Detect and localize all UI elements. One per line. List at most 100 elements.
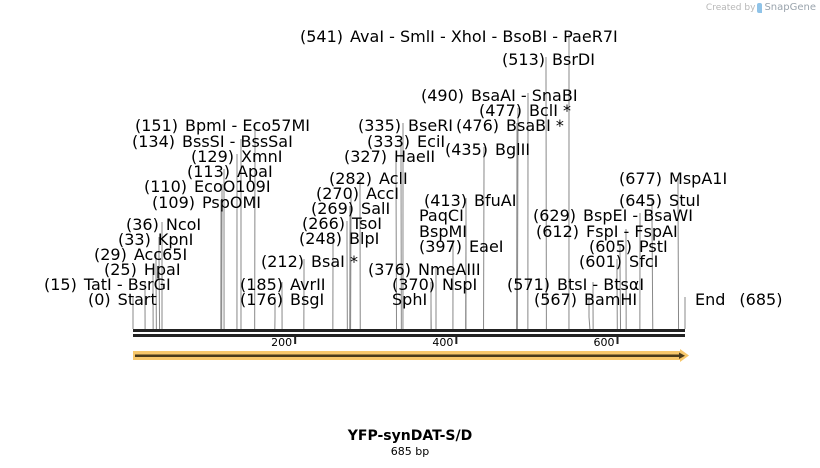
site-label[interactable]: (29) Acc65I [94,245,187,264]
site-label[interactable]: (134) BssSI - BssSaI [132,132,293,151]
site-label[interactable]: (36) NcoI [126,215,201,234]
svg-text:SphI: SphI [392,290,427,309]
site-label[interactable]: (33) KpnI [118,230,193,249]
tick-label: 400 [432,336,453,349]
site-label[interactable]: (25) HpaI [104,260,181,279]
feature-arrow[interactable] [133,349,689,362]
credit-prefix: Created by [705,2,756,13]
svg-text:(282)AclI: (282) AclI [329,169,408,188]
svg-text:(25)HpaI: (25) HpaI [104,260,181,279]
site-label[interactable]: (327) HaeII [344,147,435,166]
tick-label: 200 [271,336,292,349]
site-label[interactable]: (571) BtsI - BtsαI [507,275,644,294]
svg-text:(435)BglII: (435) BglII [445,140,530,159]
site-label[interactable]: SphI [392,290,427,309]
site-label[interactable]: (110) EcoO109I [144,177,271,196]
svg-text:(413)BfuAI: (413) BfuAI [424,191,516,210]
snapgene-credit: Created by SnapGene [706,2,816,13]
svg-text:(612)FspI - FspAI: (612) FspI - FspAI [536,222,678,241]
site-label[interactable]: (270) AccI [316,184,399,203]
site-label[interactable]: (113) ApaI [187,162,273,181]
site-label[interactable]: (413) BfuAI [424,191,516,210]
ruler-ticks: 200 400 600 [271,336,619,349]
site-label[interactable]: (476) BsaBI * [456,116,564,135]
svg-text:(109)PspOMI: (109) PspOMI [152,193,261,212]
svg-text:BspMI: BspMI [419,222,467,241]
svg-text:(15)TatI - BsrGI: (15) TatI - BsrGI [44,275,171,294]
site-label[interactable]: (212) BsaI * [261,252,358,271]
site-label[interactable]: (541) AvaI - SmlI - XhoI - BsoBI - PaeR7I [300,27,618,46]
svg-text:(129)XmnI: (129) XmnI [191,147,282,166]
site-label[interactable]: (269) SalI [311,199,390,218]
svg-text:(29)Acc65I: (29) Acc65I [94,245,187,264]
svg-text:(185)AvrII: (185) AvrII [240,275,326,294]
site-connectors [132,34,686,330]
svg-text:(113)ApaI: (113) ApaI [187,162,273,181]
site-label[interactable]: (0) Start [88,290,157,309]
svg-text:(269)SalI: (269) SalI [311,199,390,218]
site-label[interactable]: (435) BglII [445,140,530,159]
backbone-top-strand [133,329,685,332]
site-label[interactable]: (645) StuI [619,191,700,210]
svg-text:(677)MspA1I: (677) MspA1I [619,169,727,188]
svg-text:(490)BsaAI - SnaBI: (490) BsaAI - SnaBI [421,86,578,105]
svg-text:(248)BlpI: (248) BlpI [299,229,379,248]
site-label[interactable]: (176) BsgI [240,290,324,309]
svg-text:(134)BssSI - BssSaI: (134) BssSI - BssSaI [132,132,293,151]
backbone-bottom-strand [133,334,685,337]
site-label[interactable]: (129) XmnI [191,147,282,166]
site-label[interactable]: (490) BsaAI - SnaBI [421,86,578,105]
site-label[interactable]: (335) BseRI [358,116,453,135]
svg-text:(212)BsaI *: (212) BsaI * [261,252,358,271]
svg-text:PaqCI: PaqCI [419,206,464,225]
site-label[interactable]: End (685) [695,290,782,309]
svg-text:(176)BsgI: (176) BsgI [240,290,324,309]
credit-brand: SnapGene [764,2,816,13]
site-label[interactable]: (513) BsrDI [502,50,595,69]
site-label[interactable]: (248) BlpI [299,229,379,248]
site-label[interactable]: (677) MspA1I [619,169,727,188]
svg-text:(110)EcoO109I: (110) EcoO109I [144,177,271,196]
svg-text:(333)EciI: (333) EciI [367,132,445,151]
svg-text:(605)PstI: (605) PstI [589,237,668,256]
site-label[interactable]: (376) NmeAIII [368,260,481,279]
svg-text:(376)NmeAIII: (376) NmeAIII [368,260,481,279]
site-labels: (0) Start(15) TatI - BsrGI(25) HpaI(29) Acc6… [44,27,782,309]
svg-text:(36)NcoI: (36) NcoI [126,215,201,234]
site-label[interactable]: BspMI [419,222,467,241]
site-label[interactable]: PaqCI [419,206,464,225]
svg-text:End(685): End (685) [695,290,782,309]
site-label[interactable]: (185) AvrII [240,275,326,294]
snapgene-logo-icon [757,2,763,13]
svg-text:(567)BamHI: (567) BamHI [534,290,637,309]
svg-text:(397)EaeI: (397) EaeI [419,237,504,256]
site-label[interactable]: (266) TsoI [302,214,382,233]
svg-text:(370)NspI: (370) NspI [392,275,477,294]
svg-text:(270)AccI: (270) AccI [316,184,399,203]
site-label[interactable]: (370) NspI [392,275,477,294]
site-label[interactable]: (477) BclI * [479,101,571,120]
site-label[interactable]: (601) SfcI [579,252,658,271]
svg-text:(629)BspEI - BsaWI: (629) BspEI - BsaWI [533,206,693,225]
svg-text:(571)BtsI - BtsαI: (571) BtsI - BtsαI [507,275,644,294]
site-label[interactable]: (605) PstI [589,237,668,256]
svg-text:(601)SfcI: (601) SfcI [579,252,658,271]
tick-label: 600 [594,336,615,349]
sequence-length: 685 bp [390,445,430,458]
svg-text:(513)BsrDI: (513) BsrDI [502,50,595,69]
site-label[interactable]: (15) TatI - BsrGI [44,275,171,294]
svg-text:(33)KpnI: (33) KpnI [118,230,193,249]
site-label[interactable]: (629) BspEI - BsaWI [533,206,693,225]
svg-text:(151)BpmI - Eco57MI: (151) BpmI - Eco57MI [135,116,310,135]
site-label[interactable]: (397) EaeI [419,237,504,256]
svg-text:(645)StuI: (645) StuI [619,191,700,210]
site-label[interactable]: (109) PspOMI [152,193,261,212]
svg-text:(476)BsaBI *: (476) BsaBI * [456,116,564,135]
site-label[interactable]: (151) BpmI - Eco57MI [135,116,310,135]
site-label[interactable]: (567) BamHI [534,290,637,309]
site-label[interactable]: (333) EciI [367,132,445,151]
site-label[interactable]: (612) FspI - FspAI [536,222,678,241]
site-label[interactable]: (282) AclI [329,169,408,188]
svg-text:(477)BclI *: (477) BclI * [479,101,571,120]
